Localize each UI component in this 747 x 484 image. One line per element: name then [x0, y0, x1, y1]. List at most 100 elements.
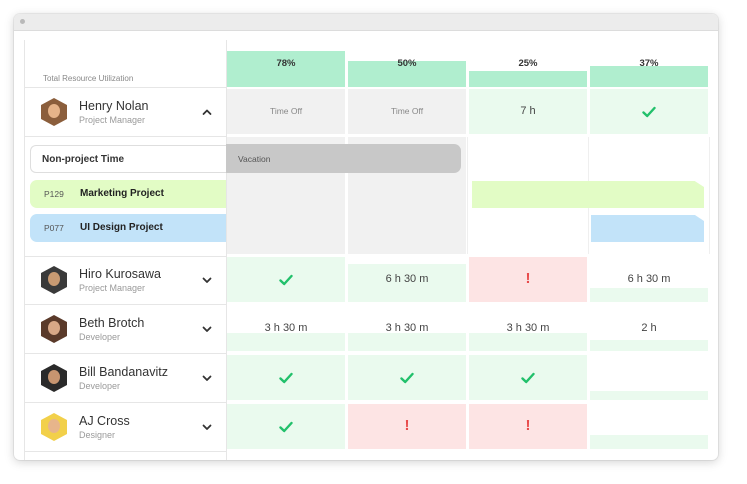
person-row[interactable]: Henry Nolan Project Manager	[25, 88, 226, 136]
day-cell[interactable]: 6 h 30 m	[348, 257, 466, 302]
avatar	[41, 98, 67, 126]
project-row[interactable]: P077 UI Design Project	[30, 214, 226, 242]
row-divider	[25, 304, 226, 305]
time-off-label: Time Off	[390, 106, 424, 116]
project-code: P129	[44, 189, 64, 199]
utilization-column-header: 78%	[227, 40, 345, 87]
day-cell[interactable]	[469, 355, 587, 400]
cell-fill	[590, 288, 708, 302]
person-name: AJ Cross	[79, 414, 130, 428]
check-icon	[279, 421, 293, 433]
cell-fill	[227, 257, 345, 302]
person-role: Developer	[79, 381, 121, 391]
cell-fill	[348, 355, 466, 400]
utilization-column-header: 37%	[590, 40, 708, 87]
hours-label: 3 h 30 m	[506, 322, 550, 334]
utilization-percent: 37%	[639, 58, 659, 69]
check-icon	[279, 372, 293, 384]
avatar-face	[48, 370, 60, 384]
non-project-time-row[interactable]: Non-project Time	[30, 145, 226, 173]
row-divider	[25, 451, 226, 452]
cell-fill	[469, 257, 587, 302]
vacation-label: Vacation	[238, 154, 271, 164]
day-cell[interactable]: 2 h	[590, 306, 708, 351]
hours-label: 7 h	[520, 105, 536, 117]
day-cell[interactable]: 3 h 30 m	[227, 306, 345, 351]
avatar	[41, 266, 67, 294]
app-window: Total Resource Utilization Henry Nolan Pr…	[14, 14, 718, 460]
check-icon	[642, 106, 656, 118]
utilization-percent: 50%	[397, 58, 417, 69]
cell-fill	[469, 355, 587, 400]
person-row[interactable]: Hiro Kurosawa Project Manager	[25, 256, 226, 304]
cell-fill	[227, 333, 345, 351]
person-name: Henry Nolan	[79, 99, 149, 113]
chevron-down-icon[interactable]	[202, 324, 212, 334]
row-divider	[25, 256, 226, 257]
cell-fill	[348, 89, 466, 134]
chevron-down-icon[interactable]	[202, 422, 212, 432]
hours-label: 3 h 30 m	[385, 322, 429, 334]
day-cell[interactable]: Time Off	[227, 89, 345, 134]
person-name: Bill Bandanavitz	[79, 365, 168, 379]
day-cell[interactable]: 3 h 30 m	[348, 306, 466, 351]
day-cell[interactable]	[348, 355, 466, 400]
day-cell[interactable]	[590, 355, 708, 400]
person-row[interactable]: Beth Brotch Developer	[25, 305, 226, 353]
day-cell[interactable]: 7 h	[469, 89, 587, 134]
day-cell[interactable]	[227, 257, 345, 302]
exclamation-icon: !	[404, 417, 410, 434]
project-allocation-bar[interactable]	[472, 181, 704, 208]
avatar	[41, 364, 67, 392]
day-cell[interactable]	[590, 404, 708, 449]
check-icon	[400, 372, 414, 384]
person-row[interactable]: AJ Cross Designer	[25, 403, 226, 451]
day-cell[interactable]: 6 h 30 m	[590, 257, 708, 302]
avatar-face	[48, 419, 60, 433]
person-role: Project Manager	[79, 115, 146, 125]
project-row[interactable]: P129 Marketing Project	[30, 180, 226, 208]
chevron-up-icon[interactable]	[202, 107, 212, 117]
utilization-percent: 78%	[276, 58, 296, 69]
day-cell[interactable]: !	[469, 257, 587, 302]
person-row[interactable]: Bill Bandanavitz Developer	[25, 354, 226, 402]
cell-fill	[590, 391, 708, 400]
vacation-bar[interactable]: Vacation	[226, 144, 461, 173]
utilization-column-header: 25%	[469, 40, 587, 87]
row-divider	[25, 87, 226, 88]
row-divider	[25, 353, 226, 354]
avatar-face	[48, 272, 60, 286]
row-divider	[25, 136, 226, 137]
window-control-icon[interactable]	[20, 19, 25, 24]
avatar-face	[48, 104, 60, 118]
day-cell[interactable]	[590, 89, 708, 134]
resource-grid: Total Resource Utilization Henry Nolan Pr…	[14, 14, 718, 460]
cell-fill	[348, 264, 466, 302]
cell-fill	[348, 404, 466, 449]
person-role: Developer	[79, 332, 121, 342]
hours-label: 2 h	[641, 322, 657, 334]
day-cell[interactable]: !	[348, 404, 466, 449]
day-cell[interactable]: 3 h 30 m	[469, 306, 587, 351]
project-name: UI Design Project	[80, 222, 163, 233]
project-name: Marketing Project	[80, 188, 164, 199]
person-role: Project Manager	[79, 283, 146, 293]
resource-list: Total Resource Utilization Henry Nolan Pr…	[24, 40, 227, 460]
check-icon	[521, 372, 535, 384]
window-titlebar	[14, 14, 718, 31]
day-cell[interactable]	[227, 404, 345, 449]
cell-fill	[590, 340, 708, 351]
avatar	[41, 413, 67, 441]
cell-fill	[590, 89, 708, 134]
day-cell[interactable]: !	[469, 404, 587, 449]
cell-fill	[348, 333, 466, 351]
chevron-down-icon[interactable]	[202, 373, 212, 383]
day-cell[interactable]	[227, 355, 345, 400]
project-allocation-bar[interactable]	[591, 215, 704, 242]
avatar-face	[48, 321, 60, 335]
hours-label: 3 h 30 m	[264, 322, 308, 334]
chevron-down-icon[interactable]	[202, 275, 212, 285]
cell-fill	[469, 89, 587, 134]
day-cell[interactable]: Time Off	[348, 89, 466, 134]
utilization-column-header: 50%	[348, 40, 466, 87]
